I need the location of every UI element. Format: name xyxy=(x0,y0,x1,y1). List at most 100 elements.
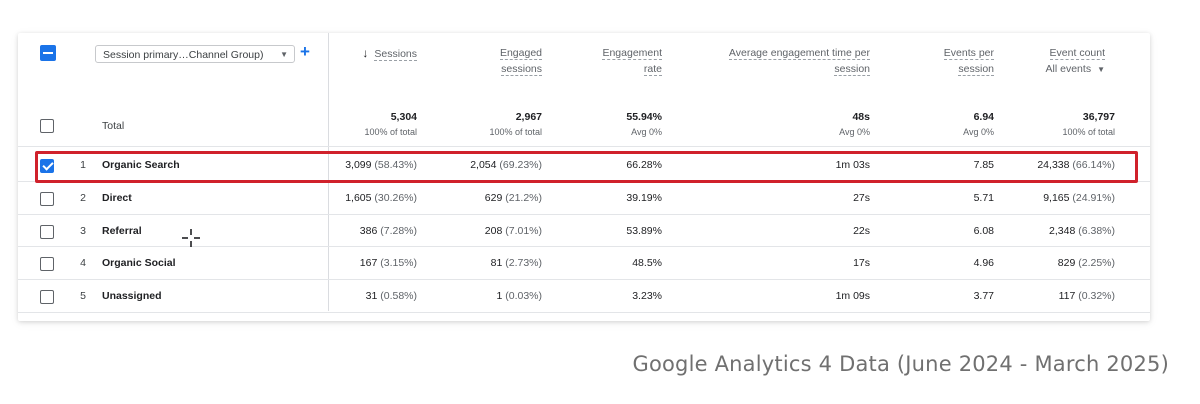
row-divider xyxy=(18,279,1150,281)
cell-sessions: 1,605 (30.26%) xyxy=(345,192,417,204)
cell-sessions: 386 (7.28%) xyxy=(360,225,417,237)
header-engaged-line1: Engaged xyxy=(499,47,542,60)
total-engaged-value: 2,967 xyxy=(515,111,542,123)
select-all-checkbox[interactable] xyxy=(40,45,56,61)
cell-value: 2,054 xyxy=(470,159,497,171)
cell-value: 9,165 xyxy=(1043,191,1070,204)
total-eps-sub: Avg 0% xyxy=(963,127,994,137)
cell-value: 48.5% xyxy=(632,257,662,270)
cell-value: 81 xyxy=(490,257,503,270)
cell-rate: 48.5% xyxy=(632,257,662,269)
header-rate-line1: Engagement xyxy=(602,47,662,60)
total-avgtime: 48s Avg 0% xyxy=(839,111,870,137)
total-eps-value: 6.94 xyxy=(973,111,994,123)
header-events-per-session[interactable]: Events per session xyxy=(943,45,994,77)
total-row-checkbox[interactable] xyxy=(40,119,54,133)
row-divider xyxy=(18,213,1150,215)
cell-percent: (30.26%) xyxy=(374,191,417,204)
cell-value: 386 xyxy=(359,224,378,237)
row-index: 4 xyxy=(80,257,86,270)
total-sessions: 5,304 100% of total xyxy=(364,111,417,137)
cell-percent: (69.23%) xyxy=(499,159,542,171)
total-events-sub: 100% of total xyxy=(1062,127,1115,137)
cell-percent: (7.28%) xyxy=(380,224,417,237)
crosshair-cursor-icon xyxy=(182,229,200,247)
cell-value: 27s xyxy=(853,191,870,204)
column-divider xyxy=(328,33,329,311)
chevron-down-icon: ▼ xyxy=(1097,65,1105,74)
header-avg-engagement-time[interactable]: Average engagement time per session xyxy=(728,45,870,77)
row-checkbox[interactable] xyxy=(40,224,54,239)
header-sessions[interactable]: ↓ Sessions xyxy=(362,45,417,62)
cell-value: 629 xyxy=(484,191,503,204)
highlight-box xyxy=(35,151,1138,183)
table-row[interactable]: 3 Referral 386 (7.28%) 208 (7.01%) 53.89% 22s… xyxy=(18,215,1150,248)
row-checkbox[interactable] xyxy=(40,191,54,206)
row-checkbox[interactable] xyxy=(40,257,54,272)
cell-engaged: 629 (21.2%) xyxy=(485,192,542,204)
cell-value: 22s xyxy=(853,224,870,237)
header-avgtime-line1: Average engagement time per xyxy=(728,47,870,60)
cell-sessions: 167 (3.15%) xyxy=(360,257,417,269)
table-row[interactable]: 2 Direct 1,605 (30.26%) 629 (21.2%) 39.19% 27… xyxy=(18,182,1150,215)
dimension-select[interactable]: Session primary…Channel Group) ▼ xyxy=(95,45,295,63)
cell-eps: 7.85 xyxy=(974,159,994,171)
cell-value: 3,099 xyxy=(345,159,372,171)
header-events-line1: Event count xyxy=(1049,47,1105,60)
header-sessions-label: Sessions xyxy=(374,48,417,61)
image-caption: Google Analytics 4 Data (June 2024 - Mar… xyxy=(632,352,1169,376)
cell-engaged: 1 (0.03%) xyxy=(496,290,542,302)
chevron-down-icon: ▼ xyxy=(280,50,288,59)
total-eps: 6.94 Avg 0% xyxy=(963,111,994,137)
row-checkbox[interactable] xyxy=(40,159,54,173)
cell-value: 1m 09s xyxy=(835,290,870,303)
cell-percent: (66.14%) xyxy=(1072,159,1115,171)
cell-value: 208 xyxy=(484,224,503,237)
cell-value: 6.08 xyxy=(973,224,994,237)
row-channel-name: Referral xyxy=(102,224,142,237)
cell-value: 4.96 xyxy=(973,257,994,270)
cell-value: 66.28% xyxy=(626,159,662,171)
cell-percent: (21.2%) xyxy=(505,191,542,204)
table-row[interactable]: 5 Unassigned 31 (0.58%) 1 (0.03%) 3.23% 1m 09… xyxy=(18,280,1150,313)
total-engaged-sub: 100% of total xyxy=(489,127,542,137)
cell-value: 7.85 xyxy=(973,159,994,171)
cell-rate: 66.28% xyxy=(626,159,662,171)
total-sessions-value: 5,304 xyxy=(390,111,417,123)
table-row[interactable]: 4 Organic Social 167 (3.15%) 81 (2.73%) 48.5… xyxy=(18,247,1150,281)
header-engaged-sessions[interactable]: Engaged sessions xyxy=(499,45,542,77)
row-divider xyxy=(18,246,1150,248)
row-channel-name: Unassigned xyxy=(102,290,162,303)
header-event-count[interactable]: Event count All events ▼ xyxy=(1046,45,1105,78)
total-label: Total xyxy=(102,120,125,132)
total-avgtime-sub: Avg 0% xyxy=(839,127,870,137)
cell-value: 5.71 xyxy=(973,191,994,204)
cell-value: 2,348 xyxy=(1049,224,1076,237)
add-dimension-icon[interactable]: + xyxy=(300,42,310,61)
event-filter-value: All events xyxy=(1045,63,1092,75)
cell-percent: (0.03%) xyxy=(505,290,542,303)
cell-value: 1m 03s xyxy=(835,159,870,171)
row-divider xyxy=(18,146,1150,147)
cell-value: 829 xyxy=(1057,257,1076,270)
total-row: Total 5,304 100% of total 2,967 100% of … xyxy=(18,99,1150,147)
total-sessions-sub: 100% of total xyxy=(364,127,417,137)
dimension-select-value: Session primary…Channel Group) xyxy=(103,49,264,61)
header-avgtime-line2: session xyxy=(834,63,870,76)
cell-avgtime: 17s xyxy=(853,257,870,269)
cell-value: 17s xyxy=(853,257,870,270)
header-engagement-rate[interactable]: Engagement rate xyxy=(602,45,662,77)
cell-rate: 3.23% xyxy=(632,290,662,302)
cell-eps: 5.71 xyxy=(974,192,994,204)
event-filter-select[interactable]: All events ▼ xyxy=(1046,61,1105,78)
row-checkbox[interactable] xyxy=(40,290,54,305)
header-engaged-line2: sessions xyxy=(501,63,542,76)
total-engaged: 2,967 100% of total xyxy=(489,111,542,137)
cell-value: 39.19% xyxy=(626,191,662,204)
cell-value: 24,338 xyxy=(1037,159,1070,171)
header-eps-line1: Events per xyxy=(943,47,994,60)
cell-value: 53.89% xyxy=(626,224,662,237)
total-rate: 55.94% Avg 0% xyxy=(626,111,662,137)
header-rate-line2: rate xyxy=(643,63,662,76)
total-avgtime-value: 48s xyxy=(852,111,870,123)
